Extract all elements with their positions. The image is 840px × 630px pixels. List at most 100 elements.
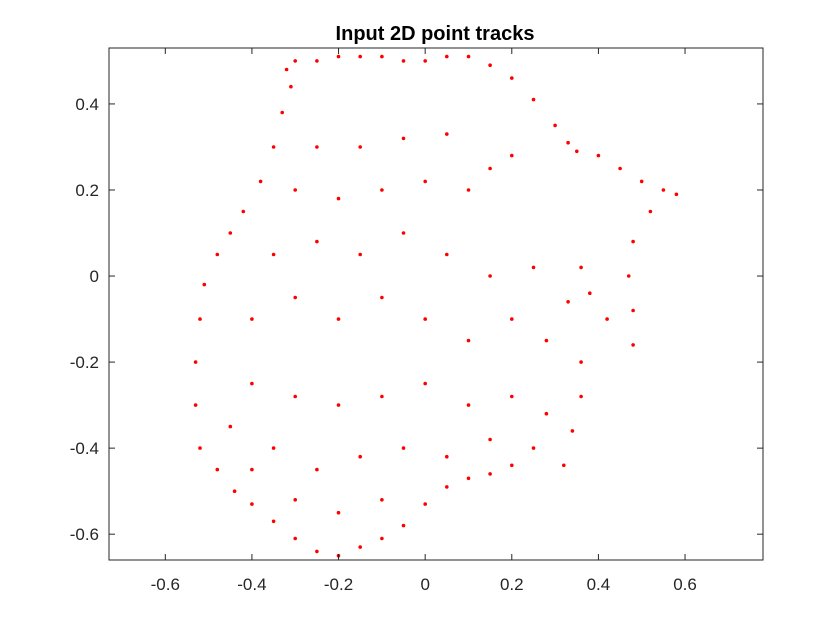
- scatter-point: [423, 502, 428, 506]
- scatter-point: [488, 63, 492, 67]
- chart-title: Input 2D point tracks: [336, 23, 535, 45]
- x-tick-label: -0.2: [324, 575, 353, 594]
- scatter-point: [293, 295, 298, 300]
- scatter-point: [380, 394, 384, 399]
- scatter-point: [336, 403, 341, 407]
- scatter-point: [531, 446, 536, 450]
- y-tick-label: 0: [90, 267, 99, 286]
- scatter-point: [639, 179, 644, 184]
- scatter-point: [380, 498, 384, 502]
- scatter-point: [631, 308, 635, 313]
- scatter-point: [228, 424, 233, 429]
- scatter-point: [466, 54, 471, 59]
- scatter-point: [358, 545, 363, 549]
- scatter-point: [215, 252, 220, 257]
- scatter-point: [293, 394, 298, 399]
- scatter-point: [228, 231, 233, 235]
- y-tick-label: 0.2: [75, 181, 99, 200]
- scatter-point: [315, 467, 319, 472]
- scatter-point: [510, 317, 514, 321]
- scatter-point: [510, 76, 514, 80]
- scatter-point: [488, 166, 492, 171]
- scatter-point: [380, 188, 384, 192]
- scatter-point: [588, 291, 592, 296]
- scatter-point: [315, 549, 319, 554]
- scatter-point: [250, 317, 254, 321]
- scatter-point: [488, 437, 492, 442]
- y-tick-label: -0.2: [70, 353, 99, 372]
- scatter-point: [488, 274, 492, 278]
- scatter-point: [250, 502, 254, 506]
- scatter-point: [380, 295, 384, 300]
- scatter-point: [605, 317, 609, 321]
- scatter-point: [631, 239, 635, 244]
- scatter-point: [358, 454, 363, 459]
- scatter-point: [618, 166, 622, 171]
- scatter-point: [423, 317, 428, 321]
- scatter-point: [336, 54, 341, 59]
- scatter-point: [271, 446, 276, 450]
- scatter-point: [544, 411, 549, 416]
- scatter-point: [566, 300, 570, 304]
- axes-box: [108, 47, 764, 561]
- scatter-point: [488, 472, 492, 476]
- scatter-point: [336, 510, 341, 515]
- x-axis: -0.6 -0.4 -0.2 0 0.2 0.4 0.6: [151, 48, 697, 594]
- scatter-point: [202, 282, 207, 287]
- scatter-point: [284, 67, 289, 72]
- scatter-point: [271, 519, 276, 524]
- scatter-point: [241, 209, 246, 214]
- scatter-point: [466, 338, 471, 343]
- y-tick-label: 0.4: [75, 95, 99, 114]
- scatter-point: [380, 536, 384, 541]
- scatter-point: [648, 209, 653, 214]
- scatter-point: [579, 360, 583, 364]
- scatter-point: [336, 196, 341, 201]
- scatter-point: [250, 381, 254, 386]
- scatter-point: [531, 97, 536, 102]
- scatter-point: [466, 188, 471, 192]
- scatter-point: [553, 123, 557, 128]
- scatter-point: [293, 188, 298, 192]
- scatter-point: [423, 59, 428, 63]
- x-tick-label: 0.4: [587, 575, 611, 594]
- scatter-point: [315, 239, 319, 244]
- scatter-point: [575, 149, 579, 154]
- scatter-point: [198, 317, 202, 321]
- scatter-point: [358, 54, 363, 59]
- scatter-point: [358, 252, 363, 257]
- scatter-point: [674, 192, 679, 197]
- scatter-point: [579, 394, 583, 399]
- scatter-point: [661, 188, 666, 192]
- scatter-point: [289, 84, 293, 89]
- scatter-point: [570, 429, 575, 433]
- scatter-point: [271, 252, 276, 257]
- scatter-point: [198, 446, 202, 450]
- scatter-point: [531, 265, 536, 270]
- scatter-point: [358, 145, 363, 149]
- scatter-point: [293, 498, 298, 502]
- scatter-point: [232, 489, 237, 494]
- x-tick-label: -0.6: [151, 575, 180, 594]
- scatter-point: [215, 467, 220, 472]
- scatter-point: [423, 179, 428, 184]
- x-tick-label: -0.4: [237, 575, 266, 594]
- scatter-point: [401, 523, 406, 528]
- y-tick-label: -0.4: [70, 439, 99, 458]
- scatter-point: [380, 54, 384, 59]
- scatter-point: [258, 179, 263, 184]
- scatter-point: [336, 317, 341, 321]
- scatter-point: [566, 140, 570, 145]
- x-tick-label: 0: [420, 575, 429, 594]
- scatter-point: [401, 136, 406, 141]
- scatter-point: [466, 476, 471, 481]
- scatter-point: [445, 54, 449, 59]
- y-tick-label: -0.6: [70, 525, 99, 544]
- scatter-point: [579, 265, 583, 270]
- scatter-point: [445, 454, 449, 459]
- scatter-point: [193, 403, 198, 407]
- scatter-point: [445, 132, 449, 136]
- scatter-point: [466, 403, 471, 407]
